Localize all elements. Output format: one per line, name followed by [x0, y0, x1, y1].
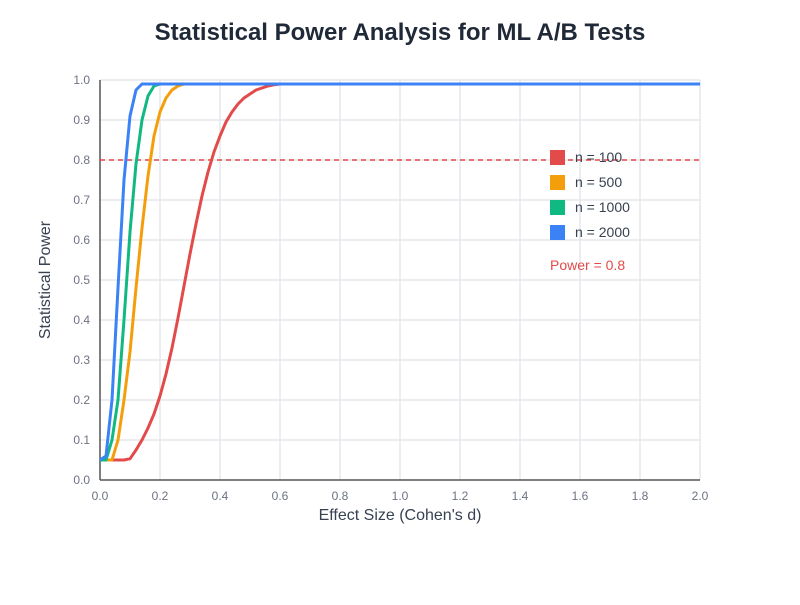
x-tick-label: 0.8 [332, 489, 349, 503]
legend-label: n = 1000 [575, 199, 630, 215]
series-line-3 [100, 82, 700, 462]
legend: n = 100 n = 500 n = 1000 n = 2000 [550, 149, 630, 240]
x-tick-label: 1.8 [632, 489, 649, 503]
x-axis-label: Effect Size (Cohen's d) [319, 507, 482, 524]
series-line-1 [100, 82, 700, 462]
y-tick-label: 0.6 [73, 233, 90, 247]
y-tick-label: 0.4 [73, 313, 90, 327]
chart-title: Statistical Power Analysis for ML A/B Te… [155, 19, 646, 46]
axes [99, 80, 700, 481]
y-tick-label: 0.9 [73, 113, 90, 127]
x-tick-label: 0.2 [152, 489, 169, 503]
x-tick-label: 0.0 [92, 489, 109, 503]
y-tick-label: 0.1 [73, 433, 90, 447]
y-tick-label: 1.0 [73, 73, 90, 87]
legend-swatch [550, 150, 565, 165]
legend-label: n = 2000 [575, 224, 630, 240]
series-line-4 [99, 82, 700, 462]
x-tick-label: 1.2 [452, 489, 469, 503]
y-tick-label: 0.5 [73, 273, 90, 287]
x-tick-label: 1.6 [572, 489, 589, 503]
series-line-2 [100, 82, 700, 462]
x-tick-label: 1.0 [392, 489, 409, 503]
x-tick-labels: 0.0 0.2 0.4 0.6 0.8 1.0 1.2 1.4 1.6 1.8 2.0 [92, 489, 709, 503]
legend-swatch [550, 200, 565, 215]
legend-swatch [550, 225, 565, 240]
x-tick-label: 1.4 [512, 489, 529, 503]
grid [100, 79, 701, 480]
x-tick-label: 0.4 [212, 489, 229, 503]
legend-label: n = 500 [575, 174, 622, 190]
y-tick-label: 0.3 [73, 353, 90, 367]
y-tick-labels: 0.0 0.1 0.2 0.3 0.4 0.5 0.6 0.7 0.8 0.9 1.0 [73, 73, 90, 487]
legend-swatch [550, 175, 565, 190]
y-tick-label: 0.8 [73, 153, 90, 167]
power-threshold-label: Power = 0.8 [550, 257, 625, 273]
y-tick-label: 0.2 [73, 393, 90, 407]
series-lines [99, 82, 700, 462]
y-tick-label: 0.7 [73, 193, 90, 207]
x-tick-label: 0.6 [272, 489, 289, 503]
y-tick-label: 0.0 [73, 473, 90, 487]
y-axis-label: Statistical Power [37, 220, 54, 339]
legend-label: n = 100 [575, 149, 622, 165]
x-tick-label: 2.0 [692, 489, 709, 503]
